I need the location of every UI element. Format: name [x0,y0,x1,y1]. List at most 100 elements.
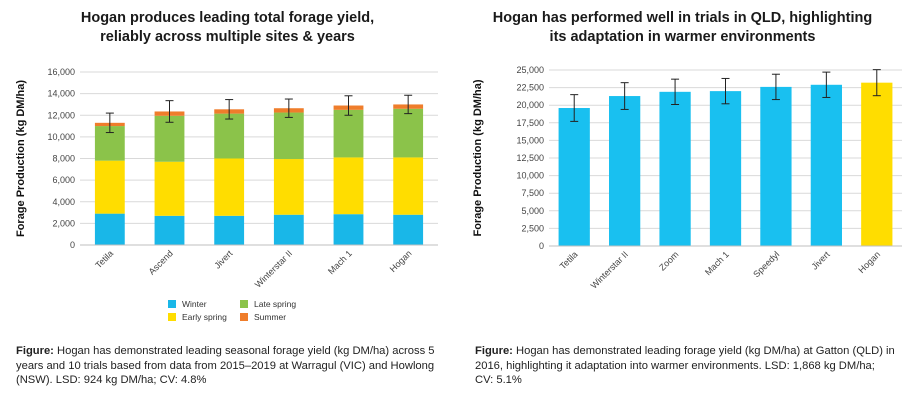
y-tick-label: 12,000 [47,110,75,120]
legend-swatch-summer [240,313,248,321]
x-tick-label-winterstar-ii: Winterstar II [589,249,630,290]
left-title-line2: reliably across multiple sites & years [100,29,355,45]
y-tick-label: 8,000 [52,154,75,164]
error-bar-winterstar-ii [284,98,293,118]
left-stacked-bar-chart: 0 2,000 4,000 6,000 8,000 10,000 12,000 14,000 1… [15,67,438,290]
bar-winterstar-ii-winter [273,214,304,245]
bar-winterstar-ii-late-spring [273,112,304,160]
y-tick-label: 0 [539,241,544,251]
bar-mach-1 [709,91,742,247]
right-caption-label: Figure: [475,345,513,357]
legend-label-early-spring: Early spring [182,312,227,322]
bar-tetila-winter [94,213,125,245]
legend-label-summer: Summer [254,312,287,322]
error-bar-tetila [105,112,114,134]
bar-jivert-late-spring [214,113,245,159]
y-tick-label: 2,000 [52,218,75,228]
y-tick-label: 7,500 [521,188,544,198]
y-tick-label: 20,000 [516,100,544,110]
error-bar-winterstar-ii [620,82,629,110]
y-tick-label: 22,500 [516,83,544,93]
bar-tetila-early-spring [94,160,125,214]
error-bar-mach-1 [721,77,730,105]
y-tick-label: 5,000 [521,206,544,216]
x-tick-label-jivert: Jivert [809,249,832,272]
y-tick-label: 0 [70,240,75,250]
right-title-line2: its adaptation in warmer environments [549,29,816,45]
legend-swatch-late-spring [240,300,248,308]
legend-label-late-spring: Late spring [254,299,297,309]
right-title-line1: Hogan has performed well in trials in QL… [492,10,873,26]
bar-mach-1-late-spring [333,109,364,158]
left-title-line1: Hogan produces leading total forage yiel… [80,10,375,26]
bar-speedyl [760,86,792,246]
right-figure-caption: Figure: Hogan has demonstrated leading f… [475,344,895,388]
bar-hogan-late-spring [393,108,424,158]
x-tick-label-jivert: Jivert [212,248,235,271]
left-chart-title: Hogan produces leading total forage yiel… [0,9,455,47]
legend-item-winter: Winter [168,299,207,309]
error-bar-mach-1 [344,95,353,116]
y-tick-label: 17,500 [516,118,544,128]
x-tick-label-tetila: Tetila [558,249,580,271]
bar-jivert-early-spring [214,158,245,216]
x-tick-label-mach-1: Mach 1 [326,248,354,276]
left-chart-panel: Hogan produces leading total forage yiel… [0,9,455,388]
bar-hogan-winter [393,214,424,245]
x-tick-label-zoom: Zoom [657,249,680,272]
right-y-axis-label: Forage Production (kg DM/ha) [472,79,484,236]
left-y-axis-label: Forage Production (kg DM/ha) [15,80,27,237]
bar-jivert-winter [214,215,245,245]
legend-item-summer: Summer [240,312,286,322]
bar-jivert [810,84,842,246]
bar-winterstar-ii-early-spring [273,159,304,215]
legend-label-winter: Winter [182,299,207,309]
bar-hogan-early-spring [393,157,424,215]
y-tick-label: 6,000 [52,175,75,185]
right-caption-text: Hogan has demonstrated leading forage yi… [475,345,895,386]
x-tick-label-ascend: Ascend [147,248,175,276]
legend-item-late-spring: Late spring [240,299,296,309]
y-tick-label: 15,000 [516,135,544,145]
right-chart-title: Hogan has performed well in trials in QL… [455,9,910,47]
left-caption-text: Hogan has demonstrated leading seasonal … [16,345,435,386]
legend-swatch-early-spring [168,313,176,321]
x-tick-label-hogan: Hogan [856,249,882,275]
error-bar-ascend [165,100,174,123]
y-tick-label: 12,500 [516,153,544,163]
y-tick-label: 4,000 [52,197,75,207]
bar-winterstar-ii [609,96,641,246]
bar-ascend-late-spring [154,115,185,162]
y-tick-label: 10,000 [516,171,544,181]
right-chart-panel: Hogan has performed well in trials in QL… [455,0,910,406]
y-tick-label: 2,500 [521,223,544,233]
legend-swatch-winter [168,300,176,308]
left-caption-label: Figure: [16,345,54,357]
x-tick-label-hogan: Hogan [388,248,414,274]
y-tick-label: 14,000 [47,89,75,99]
error-bar-speedyl [771,73,780,101]
x-tick-label-speedyl: Speedyl [751,249,781,279]
bar-hogan [861,82,893,246]
x-tick-label-mach-1: Mach 1 [703,249,731,277]
x-tick-label-winterstar-ii: Winterstar II [253,248,294,289]
y-tick-label: 16,000 [47,67,75,77]
error-bar-tetila [570,94,579,122]
error-bar-hogan [404,94,413,115]
bar-ascend-winter [154,215,185,245]
bar-mach-1-winter [333,214,364,245]
error-bar-zoom [671,78,680,105]
bar-ascend-early-spring [154,161,185,216]
y-tick-label: 10,000 [47,132,75,142]
bar-tetila [558,108,590,247]
left-figure-caption: Figure: Hogan has demonstrated leading s… [16,344,436,388]
error-bar-jivert [225,99,234,120]
error-bar-jivert [822,71,831,98]
x-tick-label-tetila: Tetila [93,248,115,270]
right-bar-chart: 0 2,500 5,000 7,500 10,000 12,500 15,000 17,500… [472,65,902,291]
legend-item-early-spring: Early spring [168,312,227,322]
y-tick-label: 25,000 [516,65,544,75]
bar-zoom [659,91,691,246]
bar-mach-1-early-spring [333,157,364,215]
error-bar-hogan [872,69,881,97]
